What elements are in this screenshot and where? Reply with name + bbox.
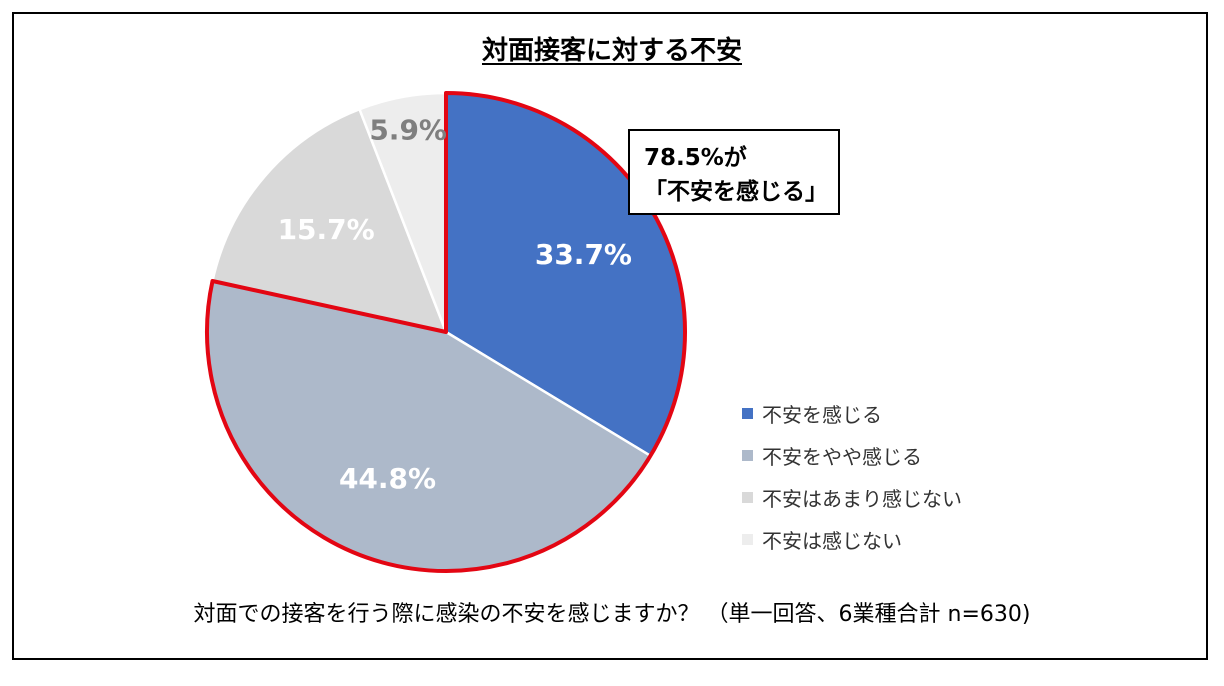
legend-swatch [742, 533, 753, 545]
slice-label: 33.7% [535, 238, 632, 271]
legend: 不安を感じる 不安をやや感じる 不安はあまり感じない 不安は感じない [742, 392, 962, 560]
slice-label: 44.8% [339, 462, 436, 495]
legend-swatch [742, 407, 753, 419]
survey-question: 対面での接客を行う際に感染の不安を感じますか？ （単一回答、6業種合計 n=63… [193, 602, 1031, 627]
legend-swatch [742, 449, 753, 461]
chart-title: 対面接客に対する不安 [0, 30, 1224, 67]
legend-label: 不安はあまり感じない [762, 486, 962, 511]
callout-line-1: 78.5%が [644, 145, 747, 171]
legend-label: 不安を感じる [762, 402, 882, 427]
legend-swatch [742, 491, 753, 503]
legend-item: 不安は感じない [742, 518, 962, 560]
pie-slices [205, 91, 687, 573]
highlight-outline [205, 91, 687, 573]
slice-label: 5.9% [369, 113, 447, 146]
legend-item: 不安を感じる [742, 392, 962, 434]
callout-box: 78.5%が 「不安を感じる」 [628, 129, 840, 215]
highlight-outline-path [205, 91, 687, 573]
legend-label: 不安をやや感じる [762, 444, 922, 469]
legend-label: 不安は感じない [762, 528, 902, 553]
slice-labels: 33.7% 44.8% 15.7% 5.9% [278, 113, 632, 495]
chart-title-text: 対面接客に対する不安 [481, 36, 742, 66]
legend-item: 不安をやや感じる [742, 434, 962, 476]
legend-item: 不安はあまり感じない [742, 476, 962, 518]
pie-slice [211, 107, 449, 334]
slice-label: 15.7% [278, 213, 375, 246]
callout-line-2: 「不安を感じる」 [644, 179, 828, 205]
